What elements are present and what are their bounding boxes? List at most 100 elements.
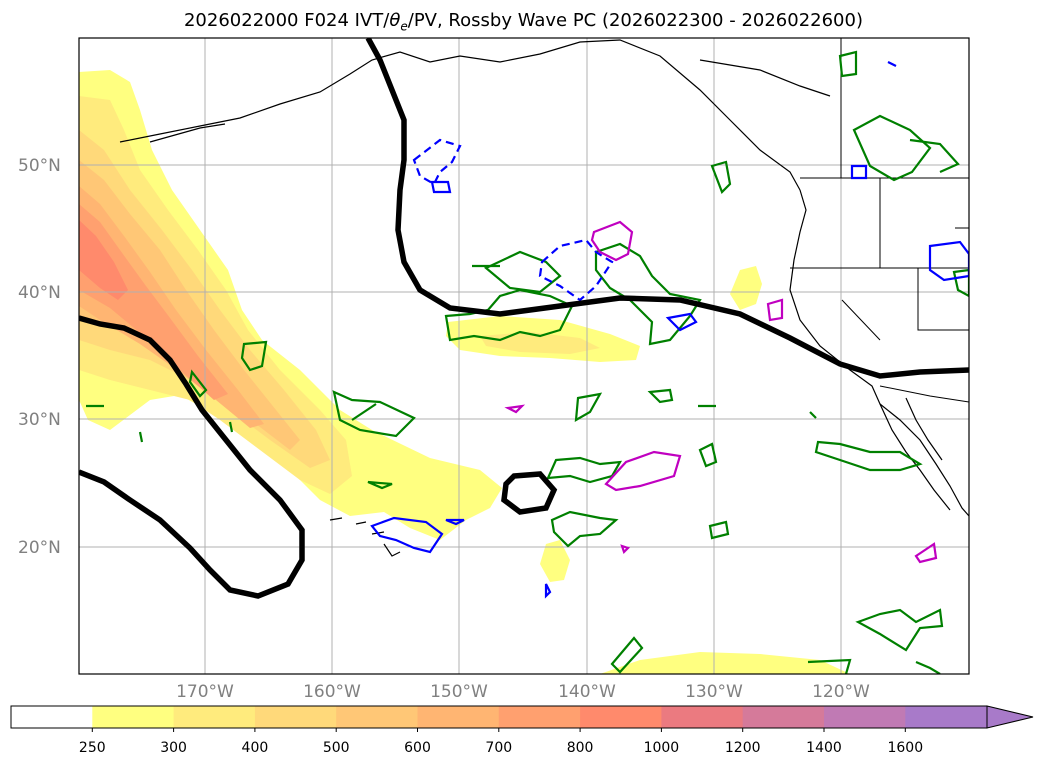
colorbar-cell [173,706,256,728]
green-contour [698,442,718,468]
lat-label-40n: 40°N [18,283,61,303]
arctic-coast [699,59,831,97]
magenta-contour [590,220,634,262]
green-contour [852,114,932,182]
colorbar-cell [92,706,175,728]
lon-label-160w: 160°W [303,682,361,702]
blue-dashed-contour [412,138,462,186]
green-contour [594,242,702,346]
political-borders [790,38,969,403]
colorbar-tick-label: 300 [160,740,187,756]
colorbar-tick-label: 1400 [806,740,842,756]
green-contour [240,340,268,372]
colorbar-cell [11,706,93,728]
ivt-800-region [79,220,128,300]
green-contour [188,369,208,398]
alaska-coast [119,39,801,191]
ivt-250-region-c [730,266,762,310]
green-contour [610,636,644,674]
blue-contour [887,61,897,67]
colorbar-cell [336,706,418,728]
na-west-coast [789,189,969,517]
colorbar: 250 300 400 500 600 700 800 1000 1200 1400 1600 [10,705,1034,756]
colorbar-tick-label: 500 [323,740,350,756]
green-contour [807,658,852,674]
blue-contour [445,518,465,526]
colorbar-tick-label: 400 [242,740,269,756]
colorbar-tick-label: 700 [485,740,512,756]
colorbar-tick-label: 800 [567,740,594,756]
lon-label-140w: 140°W [558,682,616,702]
colorbar-cell [580,706,662,728]
green-contour [332,390,416,438]
lon-label-120w: 120°W [812,682,870,702]
aleutian-chain [149,123,226,143]
blue-contour [850,164,868,180]
blue-contour [665,312,698,332]
us-mexico-border [879,385,969,403]
colorbar-tick-labels: 250 300 400 500 600 700 800 1000 1200 1400 1600 [79,728,923,756]
colorbar-tick-label: 1600 [887,740,923,756]
lon-label-170w: 170°W [176,682,234,702]
colorbar-tick-label: 250 [79,740,106,756]
rossby-wave-closed-contour [501,471,558,515]
hawaii-islands [329,517,401,557]
green-contour [838,50,858,78]
colorbar-cell [417,706,500,728]
green-contour [550,510,619,548]
colorbar-cell [498,706,581,728]
green-contour [855,608,944,652]
ivt-300-region-b [480,332,600,354]
green-contour [708,520,730,540]
green-contour [444,288,574,342]
colorbar-cells [11,706,988,728]
coastlines [119,39,969,557]
green-contour [814,440,923,472]
green-contour [367,480,393,490]
colorbar-extend-arrow [986,705,1034,729]
graticule [79,38,969,674]
green-contour [809,411,817,419]
magenta-contours [504,220,938,564]
rossby-wave-contour-south [79,315,305,599]
colorbar-cell [661,706,744,728]
green-contour [574,392,603,423]
colorbar-cell [742,706,825,728]
green-contour [710,160,732,194]
blue-dashed-contour [538,238,614,302]
state-borders [790,178,969,341]
ivt-700-region [79,204,228,400]
ivt-250-region-e [600,652,850,674]
lon-label-150w: 150°W [430,682,488,702]
green-contours [86,50,969,674]
ivt-shading [79,70,850,674]
green-contour [952,268,969,298]
map-area [79,38,969,674]
green-contour [647,388,674,404]
colorbar-tick-label: 1200 [725,740,761,756]
colorbar-cell [254,706,337,728]
ivt-250-region-d [540,540,570,582]
lon-label-130w: 130°W [685,682,743,702]
magenta-contour [504,404,526,414]
ivt-600-region [79,186,264,428]
blue-contour [928,240,969,282]
green-contour [546,456,623,484]
colorbar-tick-label: 600 [404,740,431,756]
lat-label-30n: 30°N [18,410,61,430]
magenta-contour [604,450,682,492]
gulf-of-california [905,397,943,461]
colorbar-cell [824,706,906,728]
green-contour [915,660,941,674]
ivt-500-region [79,160,300,450]
green-contour [138,431,144,443]
magenta-contour [914,542,938,564]
blue-contour [370,516,444,554]
blue-contours [370,61,969,599]
rossby-wave-lines [79,38,969,599]
magenta-contour [766,298,784,322]
blue-contour [544,583,552,599]
magenta-contour [620,544,631,555]
rossby-wave-contour-north [365,38,969,379]
